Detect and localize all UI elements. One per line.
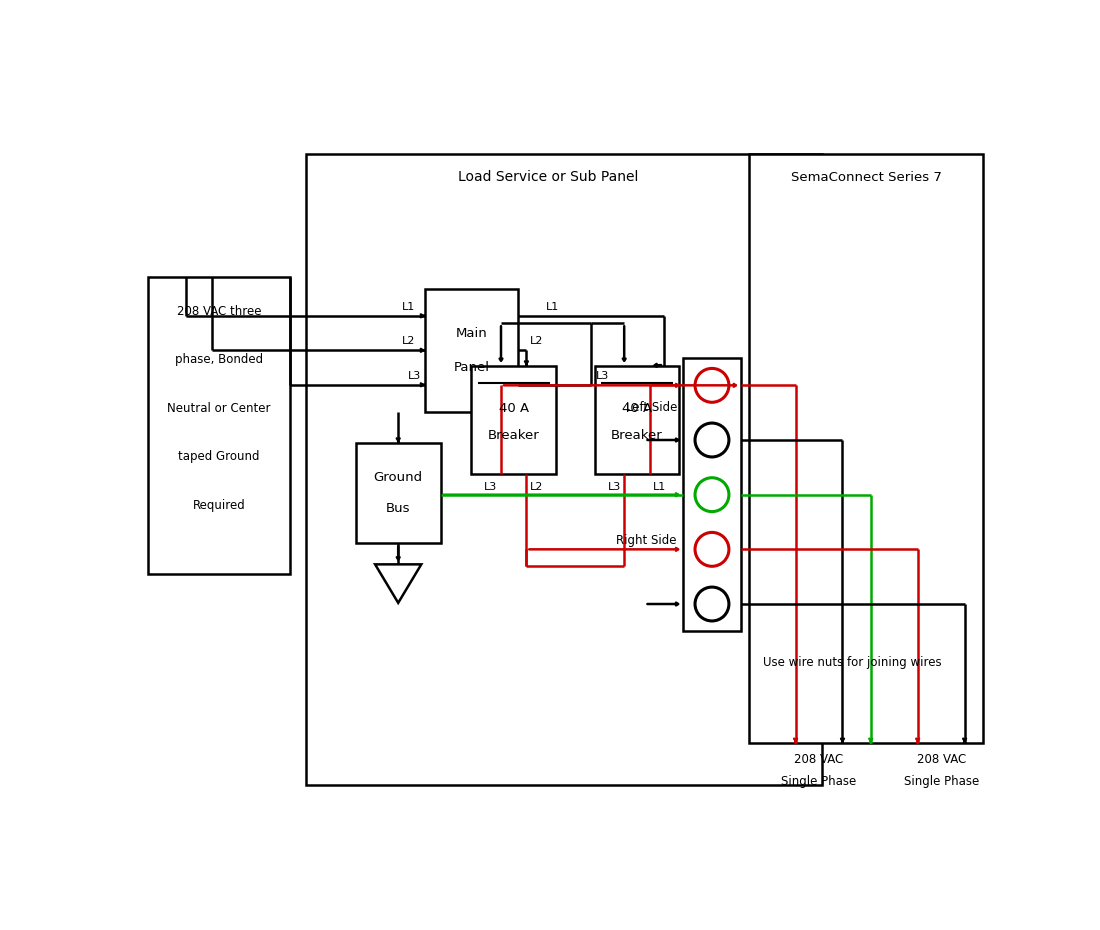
Circle shape (695, 423, 729, 457)
Text: L3: L3 (607, 483, 620, 492)
Text: phase, Bonded: phase, Bonded (175, 353, 263, 366)
FancyBboxPatch shape (356, 443, 440, 543)
Text: Ground: Ground (374, 471, 422, 484)
Text: Single Phase: Single Phase (903, 775, 979, 788)
Text: Panel: Panel (453, 361, 490, 374)
Text: Neutral or Center: Neutral or Center (167, 402, 271, 415)
Text: 40 A: 40 A (498, 402, 529, 415)
Text: Required: Required (192, 498, 245, 512)
Text: L2: L2 (402, 336, 415, 346)
Text: L3: L3 (595, 370, 609, 380)
Text: 208 VAC: 208 VAC (916, 753, 966, 766)
Text: 208 VAC: 208 VAC (794, 753, 844, 766)
FancyBboxPatch shape (749, 154, 983, 743)
Text: 40 A: 40 A (621, 402, 652, 415)
Text: SemaConnect Series 7: SemaConnect Series 7 (791, 170, 942, 183)
Text: L1: L1 (653, 483, 667, 492)
Text: L3: L3 (408, 370, 421, 380)
Text: Right Side: Right Side (616, 534, 676, 547)
Text: L1: L1 (402, 301, 415, 312)
Text: Use wire nuts for joining wires: Use wire nuts for joining wires (763, 656, 942, 669)
Circle shape (695, 587, 729, 621)
Text: L3: L3 (484, 483, 497, 492)
Text: Load Service or Sub Panel: Load Service or Sub Panel (459, 170, 638, 184)
FancyBboxPatch shape (425, 288, 517, 412)
Circle shape (695, 368, 729, 403)
Text: L1: L1 (546, 301, 559, 312)
FancyBboxPatch shape (683, 358, 741, 631)
Circle shape (695, 532, 729, 566)
Circle shape (695, 478, 729, 512)
Text: L2: L2 (530, 483, 543, 492)
Text: Main: Main (455, 326, 487, 339)
Text: Breaker: Breaker (610, 429, 663, 442)
Text: 208 VAC three: 208 VAC three (177, 304, 262, 317)
Text: L2: L2 (530, 336, 543, 346)
FancyBboxPatch shape (306, 154, 822, 785)
Text: Left Side: Left Side (626, 401, 676, 414)
Text: taped Ground: taped Ground (178, 450, 260, 463)
Text: Breaker: Breaker (487, 429, 540, 442)
Text: Bus: Bus (386, 501, 410, 514)
FancyBboxPatch shape (147, 277, 290, 574)
FancyBboxPatch shape (471, 365, 556, 473)
Text: Single Phase: Single Phase (781, 775, 857, 788)
FancyBboxPatch shape (594, 365, 680, 473)
